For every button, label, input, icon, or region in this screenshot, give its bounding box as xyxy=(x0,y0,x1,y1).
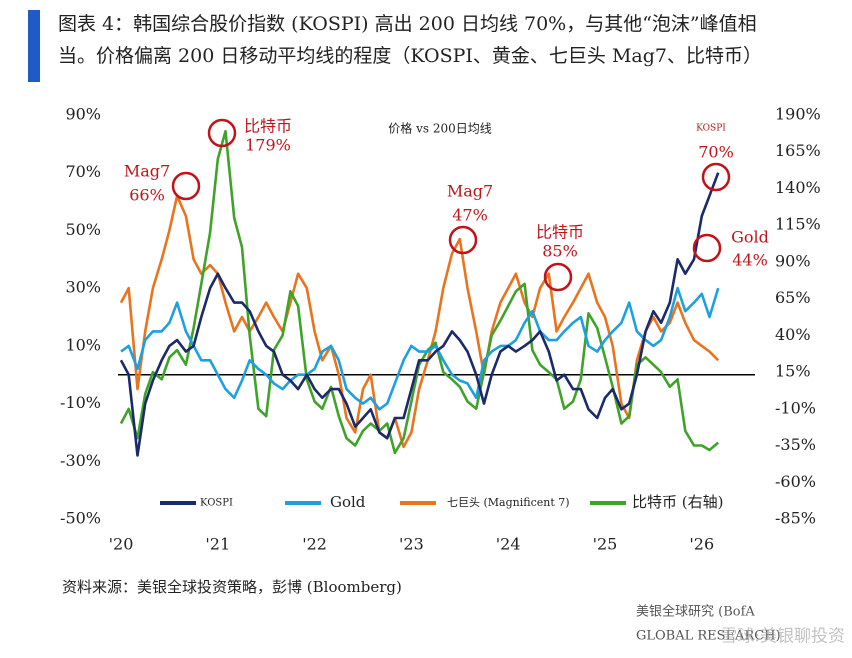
annotation-label: Mag7 xyxy=(124,162,170,181)
y2-tick-label: 90% xyxy=(775,251,811,270)
chart-title: 价格 vs 200日均线 xyxy=(388,121,491,136)
y-tick-label: -50% xyxy=(60,509,101,528)
legend-label: 比特币 (右轴) xyxy=(632,493,723,511)
annotation-value: 179% xyxy=(245,136,291,155)
annotation-circle xyxy=(701,162,731,192)
y2-tick-label: 165% xyxy=(775,141,821,160)
legend-label: KOSPI xyxy=(200,498,233,509)
y2-tick-label: -60% xyxy=(775,472,816,491)
annotation-circle xyxy=(171,171,201,201)
y2-tick-label: 140% xyxy=(775,178,821,197)
y2-tick-label: 65% xyxy=(775,288,811,307)
legend-label: Gold xyxy=(330,493,366,511)
y2-tick-label: 190% xyxy=(775,105,821,124)
annotation-label: KOSPI xyxy=(696,124,726,134)
brand: GLOBAL RESEARCH) xyxy=(636,629,781,644)
annotation-circle xyxy=(543,262,573,292)
annotation-circle xyxy=(207,118,237,148)
annotation-label: 比特币 xyxy=(536,223,584,242)
y2-tick-label: 40% xyxy=(775,325,811,344)
y-tick-label: 90% xyxy=(65,105,101,124)
y2-tick-label: -10% xyxy=(775,398,816,417)
title-line: 当。价格偏离 200 日移动平均线的程度（KOSPI、黄金、七巨头 Mag7、比… xyxy=(58,45,762,67)
annotation-label: Gold xyxy=(731,228,769,247)
series-line xyxy=(119,172,720,457)
y-tick-label: -30% xyxy=(60,451,101,470)
annotation-label: 比特币 xyxy=(244,117,292,136)
x-tick-label: '23 xyxy=(399,535,424,554)
source: 资料来源：美银全球投资策略，彭博 (Bloomberg) xyxy=(62,578,402,596)
annotation-value: 66% xyxy=(129,186,165,205)
annotation-value: 47% xyxy=(452,206,488,225)
series-line xyxy=(120,286,720,411)
y2-tick-label: 15% xyxy=(775,362,811,381)
y2-tick-label: 115% xyxy=(775,215,821,234)
x-tick-label: '24 xyxy=(496,535,521,554)
annotation-label: Mag7 xyxy=(447,182,493,201)
annotation-circle xyxy=(448,225,478,255)
x-tick-label: '26 xyxy=(689,535,714,554)
x-tick-label: '22 xyxy=(302,535,327,554)
annotation-value: 70% xyxy=(698,143,734,162)
x-tick-label: '25 xyxy=(593,535,618,554)
y2-tick-label: -85% xyxy=(775,509,816,528)
watermark: 雪球:美银聊投资 xyxy=(720,627,845,647)
annotation-value: 85% xyxy=(542,242,578,261)
y-tick-label: 10% xyxy=(65,335,101,354)
x-tick-label: '20 xyxy=(109,535,134,554)
legend-label: 七巨头 (Magnificent 7) xyxy=(447,496,570,509)
brand: 美银全球研究 (BofA xyxy=(636,604,755,620)
annotation-circle xyxy=(692,233,722,263)
annotation-value: 44% xyxy=(732,251,768,270)
y-tick-label: 70% xyxy=(65,162,101,181)
y-tick-label: 50% xyxy=(65,220,101,239)
title-bar xyxy=(28,10,40,82)
y-tick-label: -10% xyxy=(60,393,101,412)
title-line: 图表 4：韩国综合股价指数 (KOSPI) 高出 200 日均线 70%，与其他… xyxy=(58,13,757,35)
series-line xyxy=(119,194,720,449)
y2-tick-label: -35% xyxy=(775,435,816,454)
x-tick-label: '21 xyxy=(205,535,230,554)
y-tick-label: 30% xyxy=(65,278,101,297)
